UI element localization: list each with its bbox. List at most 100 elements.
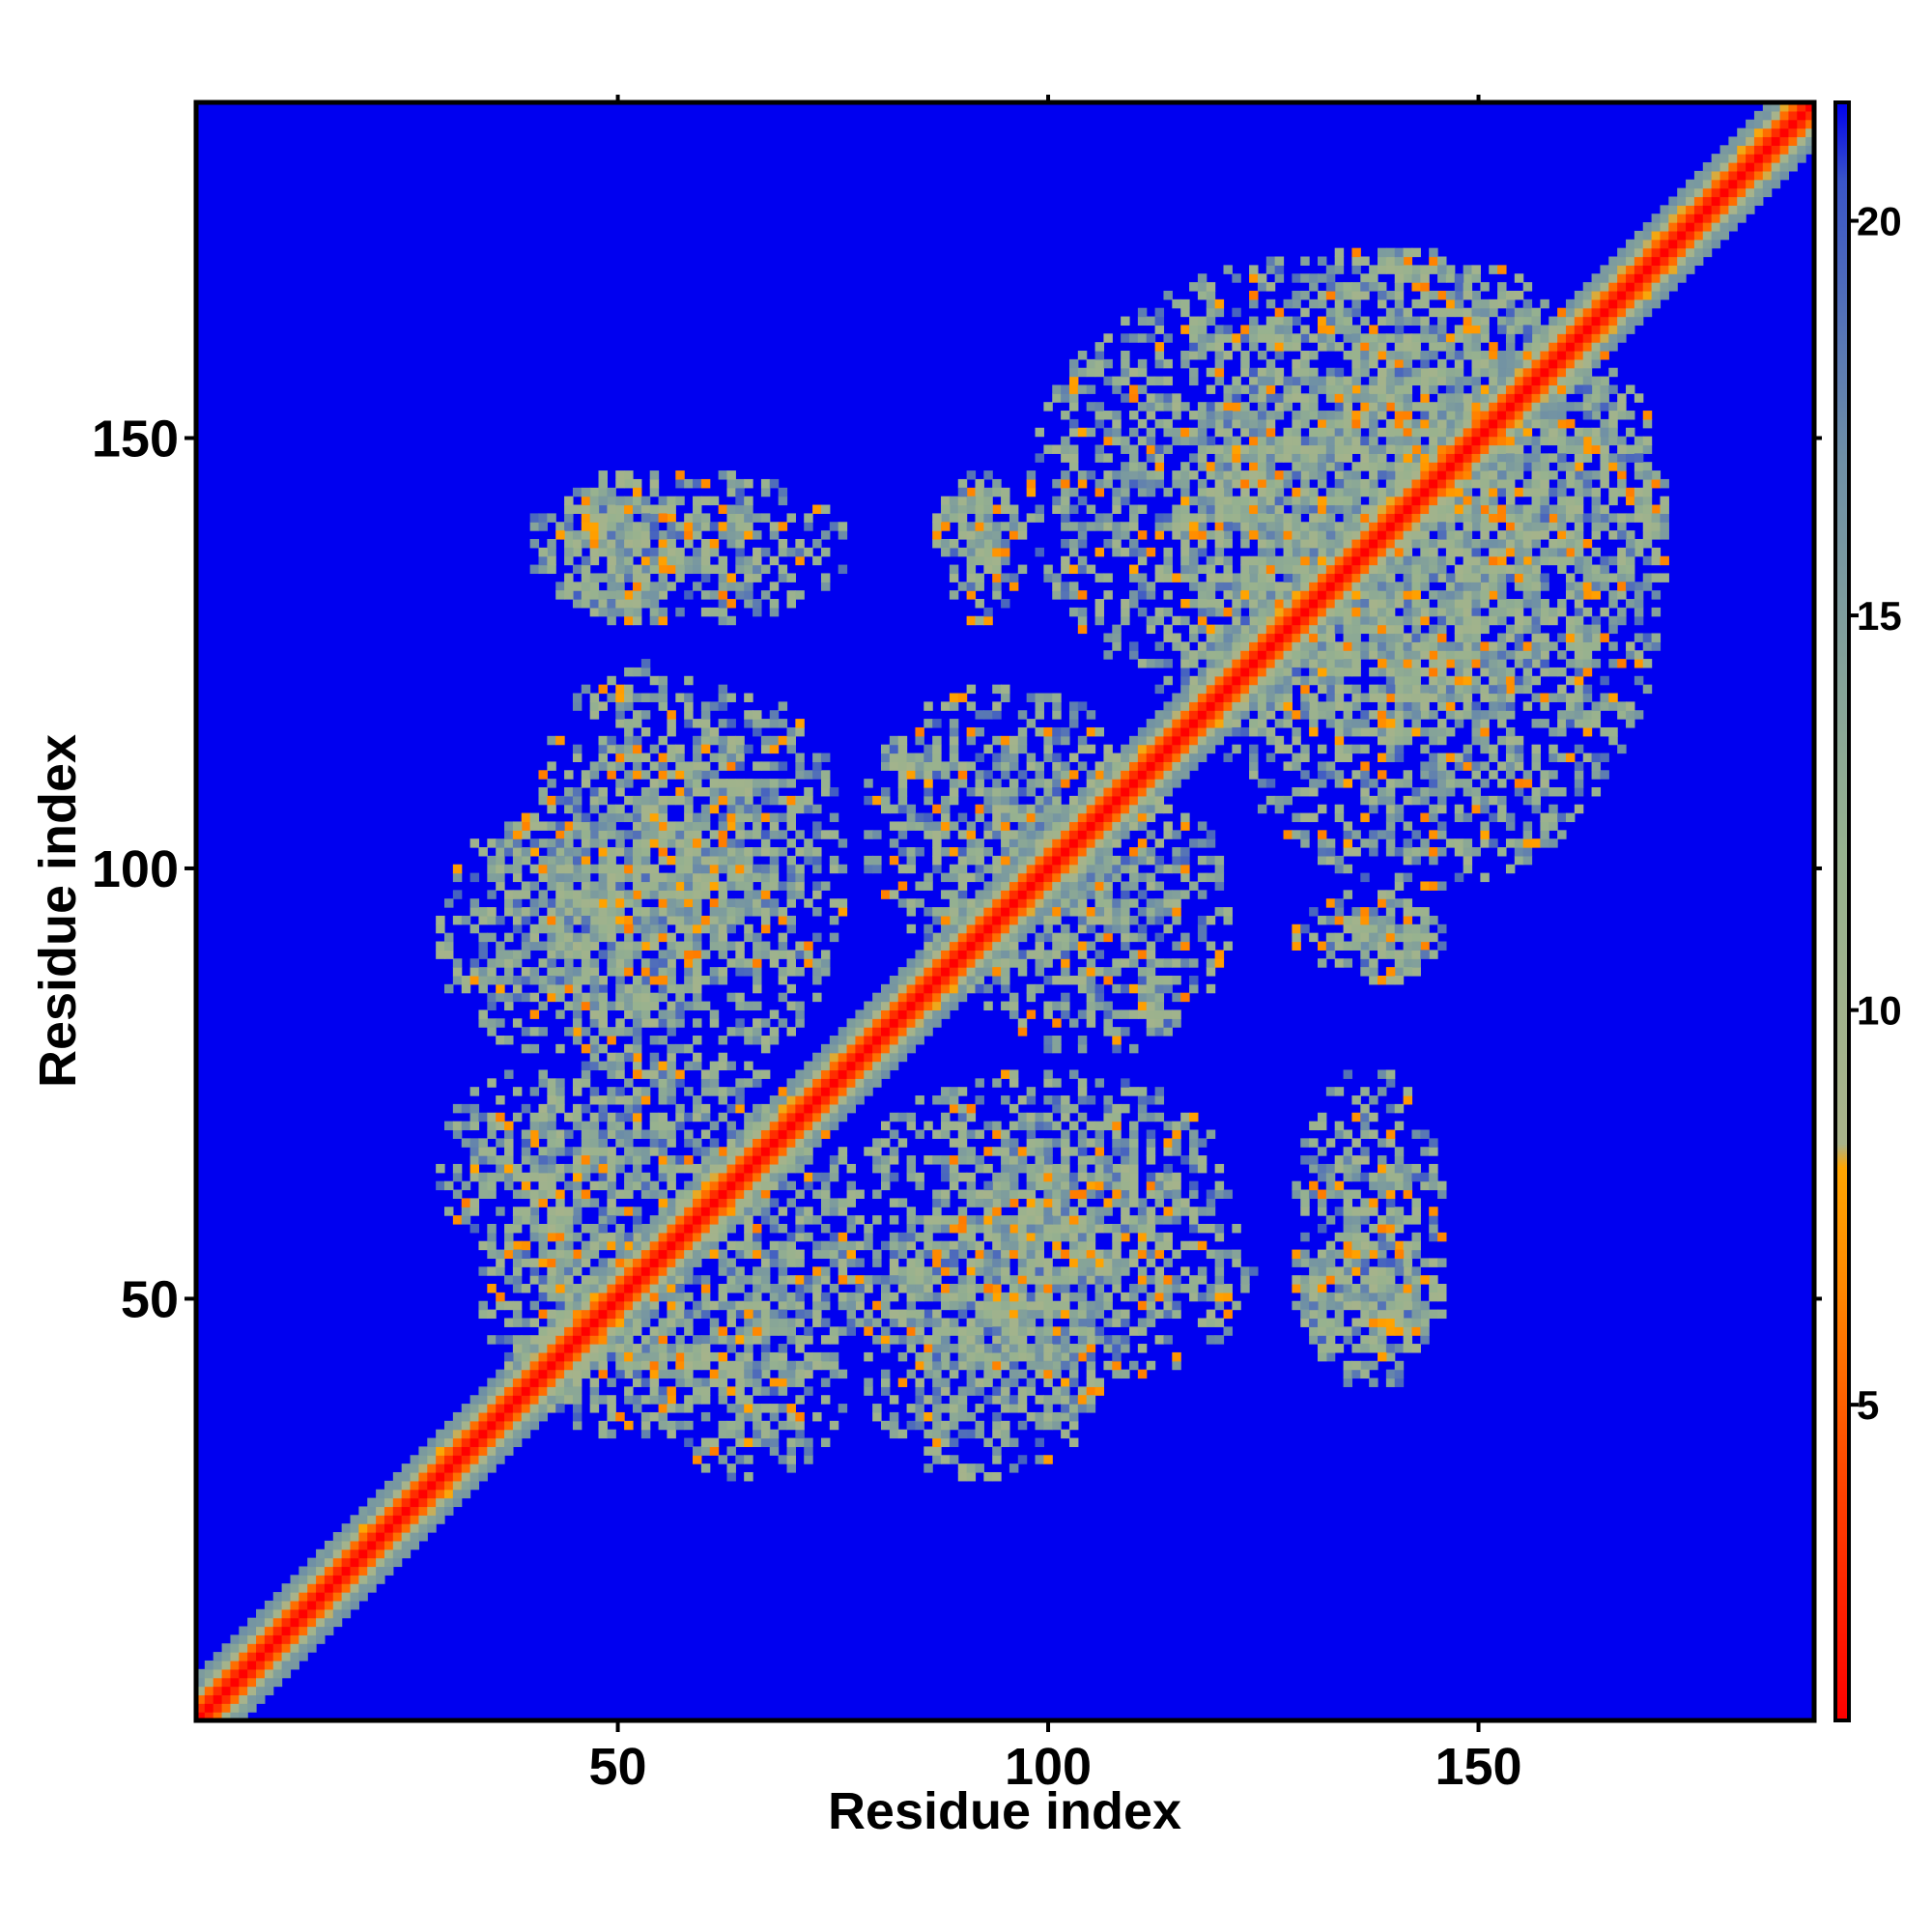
heatmap-cell <box>1762 128 1773 138</box>
heatmap-cell <box>1077 855 1088 866</box>
heatmap-cell <box>521 821 531 831</box>
heatmap-cell <box>640 855 651 866</box>
heatmap-cell <box>1026 1275 1037 1285</box>
heatmap-cell <box>1249 615 1259 626</box>
heatmap-cell <box>675 1069 685 1079</box>
heatmap-cell <box>555 1215 565 1225</box>
heatmap-cell <box>941 967 951 977</box>
heatmap-cell <box>1061 1429 1070 1439</box>
heatmap-cell <box>923 1292 933 1302</box>
heatmap-cell <box>624 1335 634 1345</box>
heatmap-cell <box>624 1155 634 1165</box>
heatmap-cell <box>640 907 651 917</box>
heatmap-cell <box>624 599 634 609</box>
heatmap-cell <box>786 1155 796 1165</box>
heatmap-cell <box>735 1369 745 1379</box>
heatmap-cell <box>564 855 574 866</box>
heatmap-cell <box>1668 205 1678 214</box>
heatmap-cell <box>667 830 676 839</box>
heatmap-cell <box>983 1275 993 1285</box>
heatmap-cell <box>538 898 548 908</box>
heatmap-cell <box>795 1078 805 1088</box>
heatmap-cell <box>1378 1232 1387 1242</box>
heatmap-cell <box>341 1540 352 1550</box>
heatmap-cell <box>496 941 505 951</box>
heatmap-cell <box>709 1147 720 1156</box>
heatmap-cell <box>1300 1275 1310 1285</box>
heatmap-cell <box>640 504 651 514</box>
heatmap-cell <box>1651 273 1662 283</box>
heatmap-cell <box>983 1198 993 1208</box>
heatmap-cell <box>589 1344 600 1353</box>
heatmap-cell <box>1240 624 1250 635</box>
heatmap-cell <box>504 898 514 908</box>
heatmap-cell <box>598 1292 608 1302</box>
heatmap-cell <box>564 923 574 934</box>
heatmap-cell <box>812 1266 822 1276</box>
heatmap-cell <box>889 1266 899 1276</box>
heatmap-cell <box>1206 719 1216 728</box>
heatmap-cell <box>949 1155 959 1165</box>
heatmap-cell <box>735 1300 745 1311</box>
heatmap-cell <box>760 1351 771 1362</box>
heatmap-cell <box>555 1344 565 1353</box>
heatmap-cell <box>709 1326 720 1336</box>
heatmap-cell <box>778 915 788 925</box>
heatmap-cell <box>1077 1284 1088 1293</box>
heatmap-cell <box>923 1240 933 1251</box>
heatmap-cell <box>1686 256 1695 266</box>
heatmap-cell <box>589 1378 600 1387</box>
heatmap-cell <box>992 1360 1002 1371</box>
heatmap-cell <box>512 1300 523 1311</box>
heatmap-cell <box>401 1471 412 1482</box>
heatmap-cell <box>1325 555 1336 566</box>
heatmap-cell <box>658 795 668 806</box>
heatmap-cell <box>1061 1326 1070 1336</box>
heatmap-cell <box>1719 154 1729 163</box>
heatmap-cell <box>1309 1275 1319 1285</box>
heatmap-cell <box>1292 641 1301 651</box>
heatmap-cell <box>1411 478 1421 489</box>
heatmap-cell <box>838 1095 848 1105</box>
heatmap-cell <box>1360 555 1370 566</box>
heatmap-cell <box>1403 530 1413 540</box>
heatmap-cell <box>1086 1249 1096 1260</box>
heatmap-cell <box>1112 1318 1122 1327</box>
heatmap-cell <box>941 1087 951 1096</box>
heatmap-cell <box>1325 1249 1336 1260</box>
heatmap-cell <box>547 983 556 994</box>
heatmap-cell <box>1334 538 1345 549</box>
heatmap-cell <box>607 1292 616 1302</box>
heatmap-cell <box>675 1258 685 1267</box>
heatmap-cell <box>778 1309 788 1320</box>
heatmap-cell <box>760 1129 771 1139</box>
heatmap-cell <box>1172 1284 1181 1293</box>
heatmap-cell <box>512 923 523 934</box>
heatmap-cell <box>855 1087 865 1096</box>
heatmap-cell <box>1086 838 1096 848</box>
heatmap-cell <box>735 950 745 959</box>
heatmap-cell <box>1660 222 1669 232</box>
heatmap-cell <box>529 992 540 1003</box>
heatmap-cell <box>487 1001 497 1011</box>
heatmap-cell <box>1753 128 1764 138</box>
heatmap-cell <box>640 1411 651 1422</box>
heatmap-cell <box>693 786 702 797</box>
heatmap-cell <box>547 1292 556 1302</box>
heatmap-cell <box>1009 1318 1019 1327</box>
heatmap-cell <box>718 881 728 891</box>
heatmap-cell <box>957 1215 968 1225</box>
heatmap-cell <box>941 1335 951 1345</box>
heatmap-cell <box>1634 290 1644 300</box>
heatmap-cell <box>966 923 977 934</box>
heatmap-cell <box>667 1266 676 1276</box>
heatmap-cell <box>598 1027 608 1037</box>
heatmap-cell <box>607 950 616 959</box>
heatmap-cell <box>607 941 616 951</box>
heatmap-cell <box>932 1386 942 1396</box>
heatmap-cell <box>1385 1266 1396 1276</box>
heatmap-cell <box>718 907 728 917</box>
heatmap-cell <box>1497 402 1507 412</box>
heatmap-cell <box>949 1326 959 1336</box>
heatmap-cell <box>1351 1266 1361 1276</box>
